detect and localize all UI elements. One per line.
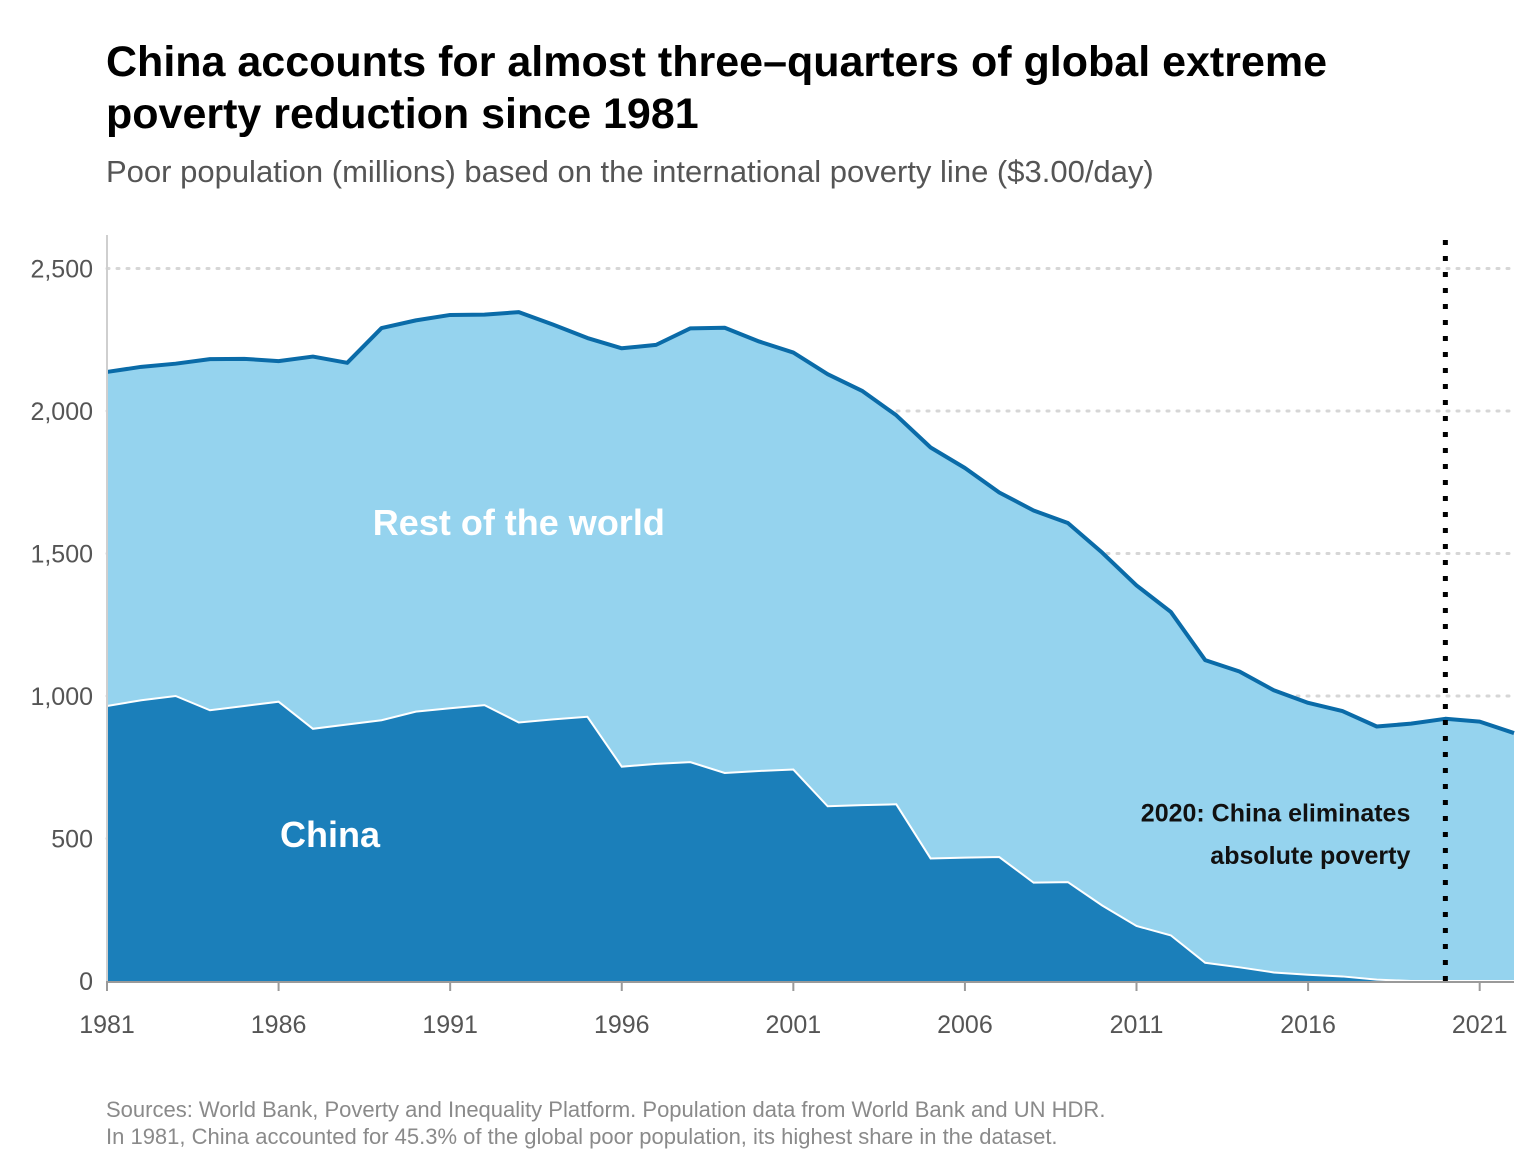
- source-line-1: Sources: World Bank, Poverty and Inequal…: [106, 1097, 1106, 1122]
- y-tick-label: 2,000: [30, 398, 93, 426]
- y-tick-label: 500: [51, 826, 93, 854]
- x-tick-label: 1981: [79, 1011, 135, 1039]
- annotation-line-2: absolute poverty: [1210, 842, 1410, 870]
- source-note: Sources: World Bank, Poverty and Inequal…: [106, 1096, 1105, 1150]
- x-tick-label: 1991: [422, 1011, 478, 1039]
- china-label: China: [280, 814, 381, 855]
- area-layers: [106, 310, 1515, 982]
- y-tick-label: 2,500: [30, 256, 93, 284]
- x-tick-label: 1996: [594, 1011, 650, 1039]
- china-boundary-line: [106, 694, 1514, 982]
- x-tick-label: 2011: [1110, 1011, 1164, 1039]
- chart-title: China accounts for almost three–quarters…: [106, 38, 1328, 138]
- chart-labels: Rest of the world China 2020: China elimin…: [280, 240, 1448, 981]
- axes: 0 500 1,000 1,500 2,000 2,500 1981 1986 1991 1996…: [30, 235, 1514, 1039]
- y-tick-label: 1,500: [30, 541, 93, 569]
- x-tick-label: 1986: [251, 1011, 307, 1039]
- source-line-2: In 1981, China accounted for 45.3% of th…: [106, 1124, 1058, 1149]
- rest-of-world-label: Rest of the world: [373, 502, 665, 543]
- x-tick-label: 2001: [766, 1011, 822, 1039]
- china-area: [107, 696, 1514, 981]
- annotation-line-1: 2020: China eliminates: [1141, 799, 1411, 827]
- x-tick-label: 2006: [937, 1011, 993, 1039]
- y-tick-label: 0: [79, 968, 93, 996]
- x-tick-label: 2021: [1452, 1011, 1508, 1039]
- total-line: [106, 310, 1515, 735]
- chart-subtitle: Poor population (millions) based on the …: [106, 154, 1154, 189]
- y-tick-label: 1,000: [30, 683, 93, 711]
- x-tick-label: 2016: [1280, 1011, 1336, 1039]
